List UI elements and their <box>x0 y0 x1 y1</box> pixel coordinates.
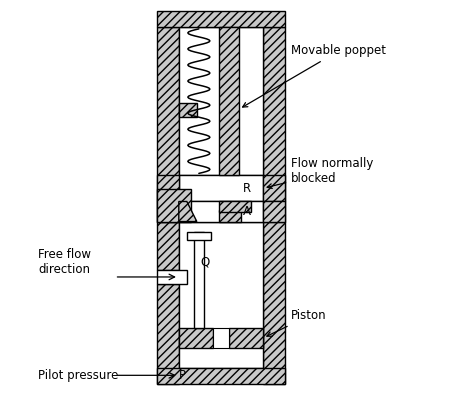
Bar <box>219 27 239 175</box>
Bar <box>179 27 263 175</box>
Bar <box>157 189 191 221</box>
Bar <box>263 201 285 221</box>
Bar <box>263 27 285 221</box>
Bar <box>157 11 285 27</box>
Text: R: R <box>243 182 251 195</box>
Polygon shape <box>179 201 197 221</box>
Bar <box>213 328 229 348</box>
Bar <box>179 221 263 368</box>
Bar <box>157 284 179 384</box>
Text: Pilot pressure: Pilot pressure <box>38 369 118 382</box>
Text: P: P <box>179 369 186 382</box>
Text: Q: Q <box>201 255 210 268</box>
Bar <box>157 201 179 221</box>
Text: Flow normally
blocked: Flow normally blocked <box>267 158 374 188</box>
Text: Movable poppet: Movable poppet <box>243 44 386 107</box>
Bar <box>179 328 213 348</box>
Bar <box>263 175 285 201</box>
Bar <box>229 328 263 348</box>
Polygon shape <box>219 210 241 221</box>
Bar <box>157 368 285 384</box>
Bar <box>187 232 211 241</box>
Text: A: A <box>243 205 251 218</box>
Bar <box>179 175 263 201</box>
Bar <box>194 232 204 328</box>
Text: Piston: Piston <box>267 309 327 336</box>
Bar <box>219 201 251 212</box>
Bar <box>263 221 285 384</box>
Bar <box>179 201 263 221</box>
Bar <box>157 221 179 270</box>
Bar <box>179 103 197 117</box>
Bar <box>157 270 187 284</box>
Bar <box>157 175 179 201</box>
Bar <box>157 27 179 221</box>
Text: Free flow
direction: Free flow direction <box>38 248 91 276</box>
